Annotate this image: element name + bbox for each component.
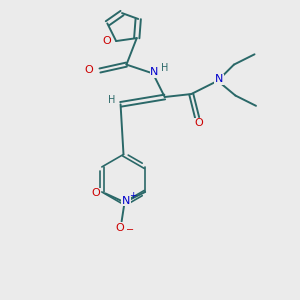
Text: H: H [108, 95, 116, 105]
Text: O: O [102, 36, 111, 46]
Text: +: + [129, 191, 136, 200]
Text: −: − [126, 225, 134, 235]
Text: O: O [92, 188, 100, 198]
Text: O: O [194, 118, 203, 128]
Text: H: H [161, 63, 168, 73]
Text: O: O [116, 223, 124, 233]
Text: N: N [122, 196, 130, 206]
Text: N: N [215, 74, 224, 84]
Text: O: O [85, 65, 94, 76]
Text: N: N [150, 67, 159, 77]
